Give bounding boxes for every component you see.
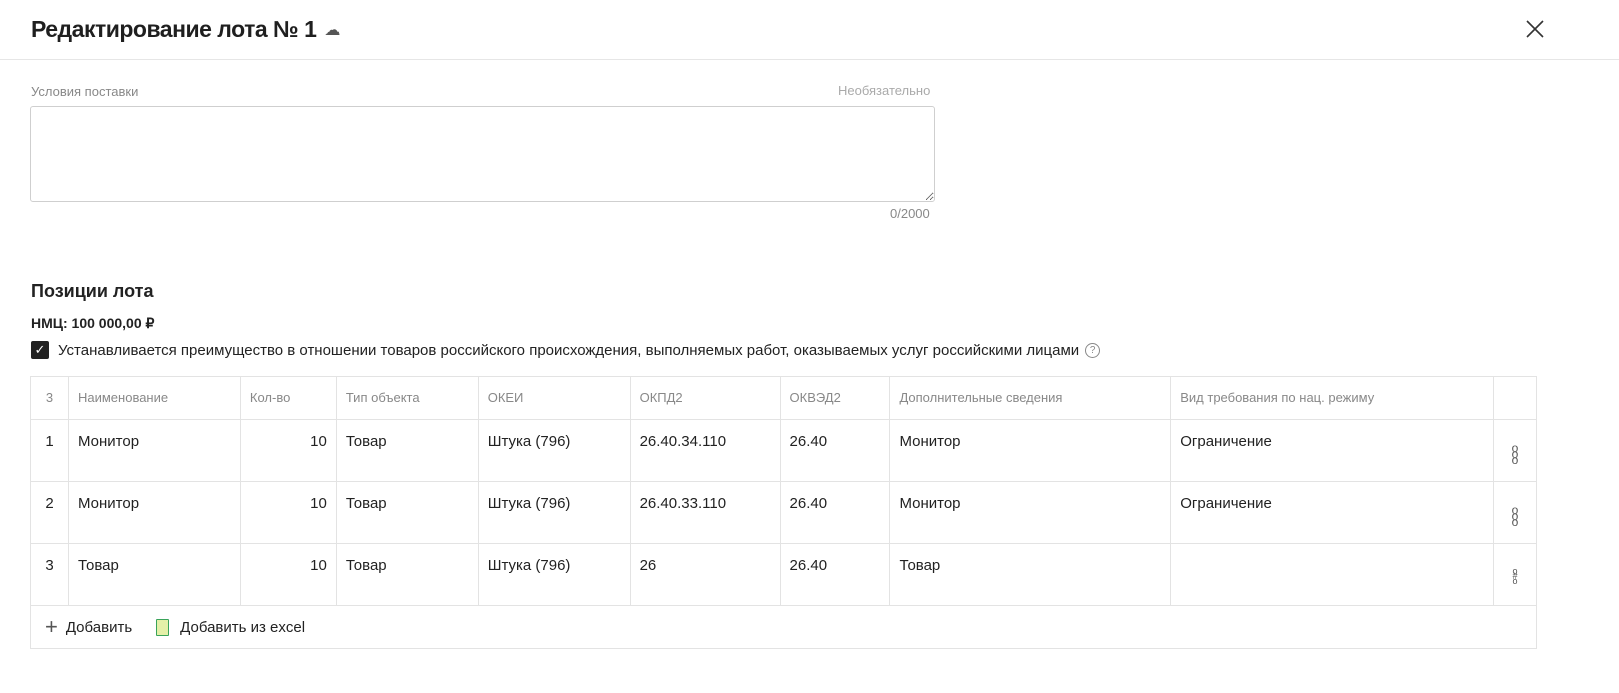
advantage-label: Устанавливается преимущество в отношении… [58,341,1080,359]
cell: 10 [239,543,337,606]
cloud-check-icon: ☁ [324,21,341,39]
cell: 26.40 [779,481,891,544]
header: Редактирование лота № 1 ☁ [0,0,1619,60]
cell: 10 [239,419,337,482]
nmc-value: НМЦ: 100 000,00 ₽ [31,315,155,331]
cell: Монитор [67,419,241,482]
page-title: Редактирование лота № 1 [31,16,317,42]
cell: 2 [30,481,69,544]
col-header: ОКВЭД2 [779,376,891,420]
add-excel-label: Добавить из excel [180,618,306,636]
table-footer: + Добавить Добавить из excel [30,606,1537,649]
positions-table: 3 Наименование Кол-во Тип объекта ОКЕИ О… [30,376,1538,606]
cell: 3 [30,543,69,606]
cell: Товар [335,543,479,606]
optional-hint: Необязательно [838,83,931,98]
cell: Монитор [889,481,1172,544]
cell [1170,543,1494,606]
cell: Ограничение [1170,419,1494,482]
delivery-conditions-input[interactable] [30,106,935,202]
close-icon[interactable] [1523,17,1547,41]
col-header: ОКЕИ [477,376,631,420]
table-row[interactable]: 3 Товар 10 Товар Штука (796) 26 26.40 То… [30,543,1538,606]
col-header-actions [1492,376,1538,420]
cell: Штука (796) [477,481,631,544]
col-header: Вид требования по нац. режиму [1170,376,1494,420]
cell: 1 [30,419,69,482]
col-header: Дополнительные сведения [889,376,1172,420]
cell: Товар [335,481,479,544]
cell: Товар [335,419,479,482]
advantage-checkbox-row[interactable]: ✓ Устанавливается преимущество в отношен… [31,341,1101,359]
cell: Монитор [889,419,1172,482]
cell: Штука (796) [477,419,631,482]
checkbox-checked[interactable]: ✓ [31,341,49,359]
add-from-excel-button[interactable]: Добавить из excel [156,618,306,636]
excel-file-icon [156,618,170,636]
cell: Монитор [67,481,241,544]
char-counter: 0/2000 [890,206,930,221]
delivery-label: Условия поставки [31,84,139,99]
cell: 26.40 [779,543,891,606]
cell: 26.40.33.110 [629,481,781,544]
col-header: Кол-во [239,376,337,420]
col-header: 3 [30,376,69,420]
cell: Товар [889,543,1172,606]
cell: 10 [239,481,337,544]
help-icon[interactable]: ? [1085,342,1101,358]
cell: Товар [67,543,241,606]
add-button[interactable]: + Добавить [45,616,132,638]
col-header: ОКПД2 [629,376,781,420]
cell: 26.40 [779,419,891,482]
cell: 26.40.34.110 [629,419,781,482]
col-header: Наименование [67,376,241,420]
table-row[interactable]: 2 Монитор 10 Товар Штука (796) 26.40.33.… [30,481,1538,544]
col-header: Тип объекта [335,376,479,420]
table-header: 3 Наименование Кол-во Тип объекта ОКЕИ О… [30,376,1538,420]
add-label: Добавить [65,618,133,636]
table-row[interactable]: 1 Монитор 10 Товар Штука (796) 26.40.34.… [30,419,1538,482]
section-title: Позиции лота [31,281,154,301]
plus-icon: + [45,614,58,639]
cell: Штука (796) [477,543,631,606]
cell: Ограничение [1170,481,1494,544]
more-icon[interactable]: o # o [1492,543,1538,606]
cell: 26 [629,543,781,606]
